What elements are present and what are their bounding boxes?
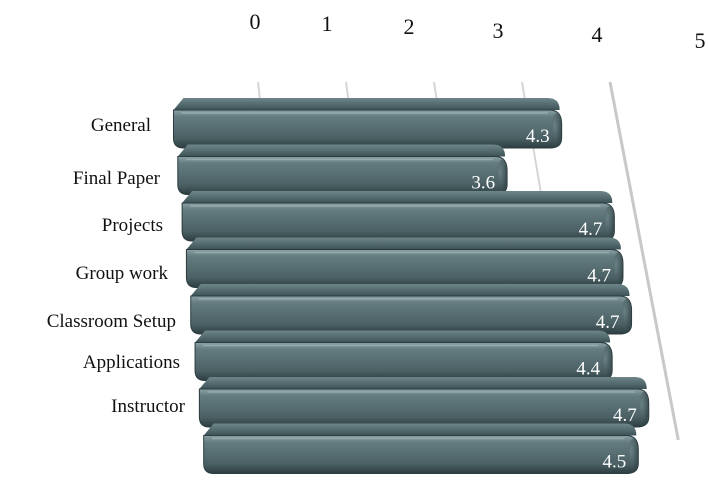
bar [194,330,613,381]
bar [203,423,639,474]
bar-value-label: 4.5 [603,452,627,473]
bar-value-label: 4.7 [587,266,611,287]
bar [181,191,615,242]
category-label: Instructor [111,396,186,417]
x-tick-label: 1 [322,11,333,36]
category-labels: General Final Paper Projects Group work Clas… [47,115,186,417]
bar [198,377,650,428]
x-tick-label: 2 [404,14,415,39]
bar-value-label: 4.7 [596,312,620,333]
category-label: General [91,115,151,136]
x-axis-ticks: 0 1 2 3 4 5 [250,9,706,53]
bar-value-label: 3.6 [471,173,495,194]
bar [172,98,563,149]
x-tick-label: 3 [493,18,504,43]
bar-value-label: 4.7 [613,405,637,426]
bar [190,284,633,335]
category-label: Final Paper [73,168,161,189]
category-label: Classroom Setup [47,311,176,332]
x-tick-label: 4 [592,22,603,47]
gridline [608,81,680,441]
bar-value-label: 4.4 [576,359,600,380]
bar [185,237,624,288]
category-label: Group work [76,263,169,284]
bars: 4.3 3.6 4.7 4.7 4.7 4.4 4.7 4.5 [172,98,650,474]
x-tick-label: 5 [695,28,706,53]
category-label: Projects [102,215,163,236]
category-label: Applications [83,352,180,373]
bar-value-label: 4.3 [526,126,550,147]
bar-value-label: 4.7 [579,219,603,240]
x-tick-label: 0 [250,9,261,34]
bar [177,144,508,195]
